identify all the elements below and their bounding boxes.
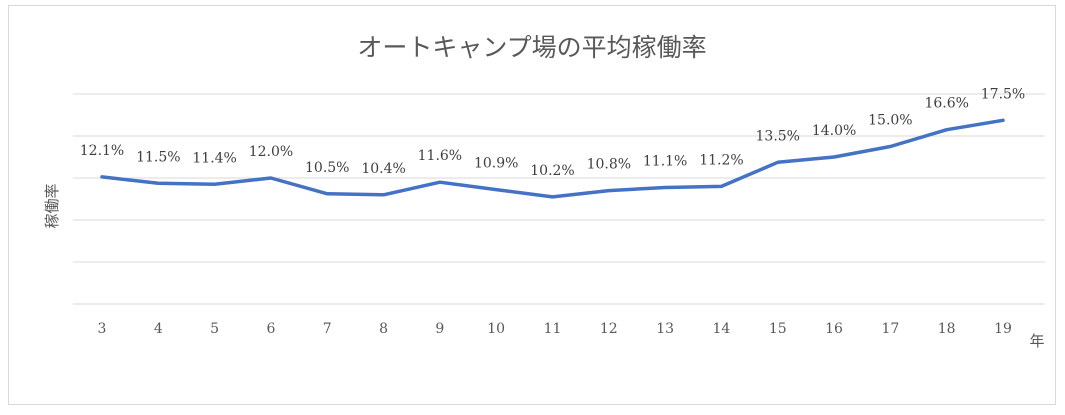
data-labels: 12.1% 11.5% 11.4% 12.0% 10.5% 10.4% 11.6% 10.9%… xyxy=(80,86,1025,179)
data-label: 11.6% xyxy=(418,148,462,164)
x-axis-ticks: 3 4 5 6 7 8 9 10 11 12 13 14 15 16 17 18 19 xyxy=(98,321,1012,337)
data-label: 12.1% xyxy=(80,143,124,159)
x-tick-label: 5 xyxy=(210,321,219,337)
chart-title: オートキャンプ場の平均稼働率 xyxy=(357,33,706,62)
x-tick-label: 13 xyxy=(656,321,674,337)
x-tick-label: 18 xyxy=(938,321,956,337)
data-label: 10.9% xyxy=(474,156,518,172)
x-tick-label: 15 xyxy=(769,321,787,337)
data-label: 10.2% xyxy=(530,163,574,179)
data-label: 13.5% xyxy=(756,128,800,144)
chart-container: オートキャンプ場の平均稼働率 稼働率 年 3 4 5 6 7 8 9 10 11 12 13 14 15… xyxy=(8,5,1056,405)
x-tick-label: 17 xyxy=(881,321,899,337)
y-axis-label: 稼働率 xyxy=(43,183,61,228)
data-label: 10.4% xyxy=(361,161,405,177)
data-label: 16.6% xyxy=(924,96,968,112)
data-label: 11.5% xyxy=(136,149,180,165)
x-axis-label: 年 xyxy=(1029,332,1044,350)
data-label: 10.5% xyxy=(305,160,349,176)
x-tick-label: 19 xyxy=(994,321,1012,337)
data-label: 10.8% xyxy=(587,157,631,173)
x-tick-label: 6 xyxy=(266,321,275,337)
x-tick-label: 4 xyxy=(154,321,163,337)
data-label: 11.4% xyxy=(192,150,236,166)
data-label: 12.0% xyxy=(249,144,293,160)
x-tick-label: 11 xyxy=(544,321,562,337)
series-line xyxy=(100,118,1005,199)
data-label: 17.5% xyxy=(981,86,1025,102)
x-tick-label: 9 xyxy=(435,321,444,337)
line-chart: オートキャンプ場の平均稼働率 稼働率 年 3 4 5 6 7 8 9 10 11 12 13 14 15… xyxy=(43,33,1045,350)
x-tick-label: 14 xyxy=(713,321,731,337)
x-tick-label: 8 xyxy=(379,321,388,337)
data-label: 11.1% xyxy=(643,153,687,169)
data-label: 11.2% xyxy=(699,152,743,168)
x-tick-label: 10 xyxy=(487,321,505,337)
x-tick-label: 3 xyxy=(98,321,107,337)
x-tick-label: 16 xyxy=(825,321,843,337)
data-label: 15.0% xyxy=(868,113,912,129)
gridlines xyxy=(73,93,1045,305)
data-label: 14.0% xyxy=(812,123,856,139)
x-tick-label: 7 xyxy=(323,321,332,337)
x-tick-label: 12 xyxy=(600,321,618,337)
